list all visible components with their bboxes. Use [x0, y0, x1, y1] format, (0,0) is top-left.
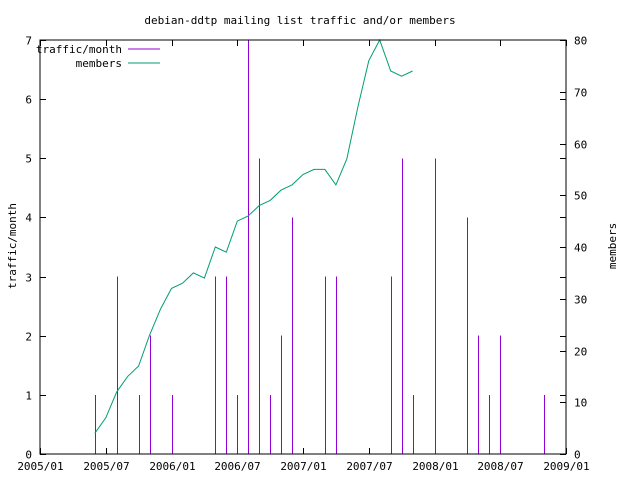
y2-tick-label: 30 — [574, 294, 587, 307]
y2-axis-label: members — [606, 223, 619, 269]
y2-tick-label: 50 — [574, 190, 587, 203]
x-tick-label: 2007/01 — [280, 460, 326, 473]
y2-tick-label: 20 — [574, 346, 587, 359]
y-tick-label: 3 — [25, 272, 32, 285]
x-tick-label: 2005/01 — [17, 460, 63, 473]
y-axis-label: traffic/month — [6, 203, 19, 289]
y-tick-label: 0 — [25, 449, 32, 462]
x-tick-label: 2008/07 — [477, 460, 523, 473]
y-tick-label: 4 — [25, 212, 32, 225]
members-line — [94, 38, 413, 434]
x-tick-label: 2006/01 — [149, 460, 195, 473]
members-line-group — [94, 38, 413, 434]
y-tick-label: 7 — [25, 35, 32, 48]
y2-tick-label: 10 — [574, 397, 587, 410]
y-tick-label: 5 — [25, 153, 32, 166]
y-tick-label: 2 — [25, 331, 32, 344]
chart-title: debian-ddtp mailing list traffic and/or … — [144, 14, 455, 27]
legend-label-members: members — [76, 57, 122, 70]
legend-label-traffic: traffic/month — [36, 43, 122, 56]
x-tick-label: 2009/01 — [543, 460, 589, 473]
y-tick-label: 6 — [25, 94, 32, 107]
x-tick-label: 2007/07 — [346, 460, 392, 473]
x-tick-label: 2006/07 — [214, 460, 260, 473]
legend: traffic/month members — [36, 43, 160, 70]
traffic-bars — [95, 40, 545, 454]
y2-tick-label: 0 — [574, 449, 581, 462]
plot-frame — [39, 39, 567, 455]
y2-tick-label: 70 — [574, 87, 587, 100]
y2-tick-label: 80 — [574, 35, 587, 48]
x-tick-label: 2008/01 — [412, 460, 458, 473]
y2-tick-label: 40 — [574, 242, 587, 255]
x-tick-label: 2005/07 — [83, 460, 129, 473]
y-tick-label: 1 — [25, 390, 32, 403]
y2-tick-label: 60 — [574, 139, 587, 152]
